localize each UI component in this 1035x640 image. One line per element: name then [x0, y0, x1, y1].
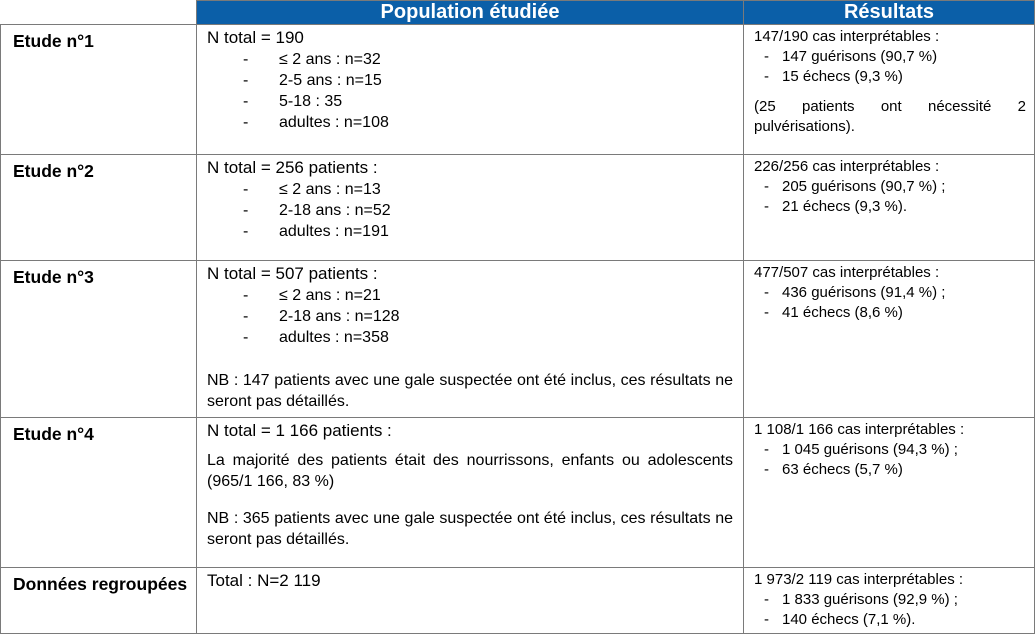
population-cell: N total = 190 - ≤ 2 ans : n=32 -2-5 ans :…: [196, 24, 744, 155]
population-cell: Total : N=2 119: [196, 567, 744, 634]
table-header-row: Population étudiée Résultats: [0, 0, 1035, 25]
population-item: -2-18 ans : n=128: [243, 308, 400, 325]
header-population: Population étudiée: [196, 0, 744, 25]
population-total: N total = 190: [207, 28, 304, 47]
results-cell: 147/190 cas interprétables : -147 guéris…: [743, 24, 1035, 155]
population-item: - adultes : n=108: [243, 114, 389, 131]
table-row: Etude n°4 N total = 1 166 patients : La …: [0, 417, 1035, 568]
table-row: Etude n°2 N total = 256 patients : - ≤ 2 …: [0, 154, 1035, 261]
results-item: -15 échecs (9,3 %): [764, 68, 903, 85]
results-item: -1 045 guérisons (94,3 %) ;: [764, 441, 958, 458]
population-total: N total = 1 166 patients :: [207, 421, 392, 440]
row-label: Etude n°1: [0, 24, 197, 155]
results-item: -63 échecs (5,7 %): [764, 461, 903, 478]
header-blank-cell: [0, 0, 197, 25]
results-item: -41 échecs (8,6 %): [764, 304, 903, 321]
table-row: Etude n°3 N total = 507 patients : - ≤ 2 …: [0, 260, 1035, 418]
population-item: -5-18 : 35: [243, 93, 343, 110]
results-item: -147 guérisons (90,7 %): [764, 48, 938, 65]
results-item: -1 833 guérisons (92,9 %) ;: [764, 591, 958, 608]
results-item: -140 échecs (7,1 %).: [764, 611, 916, 628]
results-item: -21 échecs (9,3 %).: [764, 198, 908, 215]
row-label: Etude n°3: [0, 260, 197, 418]
population-paragraph: La majorité des patients était des nourr…: [207, 452, 733, 490]
results-head: 477/507 cas interprétables :: [754, 264, 940, 281]
results-note: (25 patients ont nécessité 2 pulvérisati…: [754, 98, 1026, 135]
population-cell: N total = 507 patients : - ≤ 2 ans : n=21…: [196, 260, 744, 418]
results-cell: 477/507 cas interprétables : -436 guéris…: [743, 260, 1035, 418]
population-item: - ≤ 2 ans : n=21: [243, 287, 381, 304]
results-item: -205 guérisons (90,7 %) ;: [764, 178, 946, 195]
population-item: - adultes : n=358: [243, 329, 389, 346]
results-item: -436 guérisons (91,4 %) ;: [764, 284, 946, 301]
header-results: Résultats: [743, 0, 1035, 25]
row-label: Etude n°2: [0, 154, 197, 261]
row-label: Etude n°4: [0, 417, 197, 568]
population-cell: N total = 1 166 patients : La majorité d…: [196, 417, 744, 568]
results-cell: 226/256 cas interprétables : -205 guéris…: [743, 154, 1035, 261]
population-total: N total = 256 patients :: [207, 158, 378, 177]
population-total: Total : N=2 119: [207, 571, 321, 590]
results-head: 1 973/2 119 cas interprétables :: [754, 571, 964, 588]
results-head: 226/256 cas interprétables :: [754, 158, 940, 175]
results-head: 1 108/1 166 cas interprétables :: [754, 421, 965, 438]
row-label: Données regroupées: [0, 567, 197, 634]
results-cell: 1 973/2 119 cas interprétables : -1 833 …: [743, 567, 1035, 634]
table-row: Données regroupées Total : N=2 119 1 973…: [0, 567, 1035, 634]
population-note: NB : 365 patients avec une gale suspecté…: [207, 510, 733, 548]
population-cell: N total = 256 patients : - ≤ 2 ans : n=13…: [196, 154, 744, 261]
population-item: - ≤ 2 ans : n=13: [243, 181, 381, 198]
results-head: 147/190 cas interprétables :: [754, 28, 940, 45]
table-row: Etude n°1 N total = 190 - ≤ 2 ans : n=32 …: [0, 24, 1035, 155]
population-item: -2-5 ans : n=15: [243, 72, 382, 89]
population-item: - ≤ 2 ans : n=32: [243, 51, 381, 68]
population-item: -2-18 ans : n=52: [243, 202, 391, 219]
population-item: - adultes : n=191: [243, 223, 389, 240]
population-note: NB : 147 patients avec une gale suspecté…: [207, 372, 733, 410]
results-cell: 1 108/1 166 cas interprétables : -1 045 …: [743, 417, 1035, 568]
population-total: N total = 507 patients :: [207, 264, 378, 283]
